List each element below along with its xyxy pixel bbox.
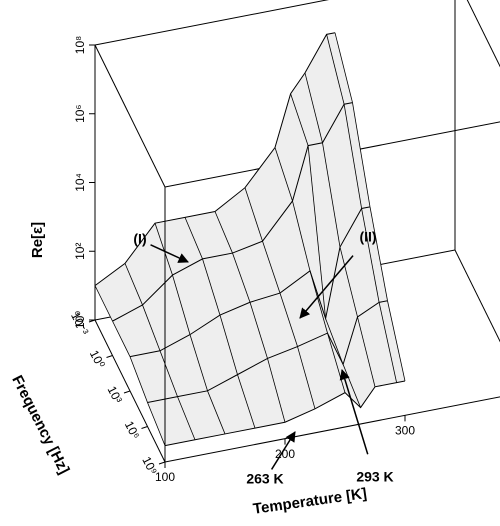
surface-row-line bbox=[112, 102, 353, 322]
box-edge bbox=[466, 0, 500, 68]
surface-column-line bbox=[94, 285, 113, 322]
surface-row-line bbox=[129, 206, 371, 358]
surface-column-line bbox=[237, 374, 256, 429]
surface-column-line bbox=[202, 258, 221, 316]
surface-column-line bbox=[124, 263, 143, 306]
y-tick bbox=[141, 426, 148, 429]
surface-column-line bbox=[326, 34, 345, 105]
surface-column-line bbox=[172, 274, 191, 335]
box-edge bbox=[454, 249, 500, 343]
surface-column-line bbox=[352, 102, 371, 207]
surface-column-line bbox=[244, 187, 263, 242]
annotation-arrow bbox=[339, 368, 369, 455]
surface-column-line bbox=[147, 402, 166, 446]
y-tick-label: 10⁰ bbox=[87, 348, 108, 371]
z-axis-title: Re[ε] bbox=[29, 222, 46, 258]
surface-row-line bbox=[94, 32, 336, 287]
surface-column-line bbox=[334, 32, 353, 103]
y-tick bbox=[88, 319, 96, 323]
annotation: (I) bbox=[133, 231, 146, 247]
x-tick-label: 200 bbox=[275, 447, 295, 461]
surface-column-line bbox=[219, 314, 238, 375]
z-tick-label: 10⁶ bbox=[73, 105, 87, 123]
x-tick-label: 300 bbox=[395, 424, 415, 438]
surface-column-line bbox=[290, 93, 309, 146]
surface-column-line bbox=[262, 241, 281, 294]
surface-column-line bbox=[304, 72, 323, 143]
surface-column-line bbox=[361, 208, 380, 303]
surface-column-line bbox=[232, 252, 251, 303]
box-edge bbox=[94, 0, 330, 46]
surface-column-line bbox=[189, 334, 208, 391]
surface-strip bbox=[112, 102, 370, 357]
surface-row-line bbox=[164, 380, 406, 447]
box-edge bbox=[94, 44, 166, 188]
surface-row-line bbox=[147, 300, 388, 403]
x-axis-title: Temperature [K] bbox=[252, 485, 368, 518]
surface-column-line bbox=[369, 206, 388, 301]
surface-column-line bbox=[214, 211, 233, 254]
surface-column-line bbox=[378, 302, 397, 383]
y-axis-title: Frequency [Hz] bbox=[8, 373, 72, 477]
annotation-arrow bbox=[270, 431, 296, 470]
annotation: 293 K bbox=[356, 469, 393, 485]
z-tick-label: 10⁴ bbox=[73, 173, 87, 192]
surface-column-line bbox=[267, 358, 286, 423]
z-tick-label: 10⁰ bbox=[73, 311, 87, 329]
surface-column-line bbox=[112, 320, 131, 357]
y-tick-label: 10⁻³ bbox=[68, 310, 91, 337]
y-tick bbox=[158, 461, 166, 465]
annotation: 263 K bbox=[246, 471, 283, 487]
surface-column-line bbox=[184, 217, 203, 260]
surface-column-line bbox=[154, 223, 173, 276]
x-tick-label: 100 bbox=[155, 470, 175, 484]
surface-column-line bbox=[177, 396, 196, 440]
surface-column-line bbox=[357, 316, 376, 387]
surface-column-line bbox=[307, 145, 326, 319]
y-tick bbox=[123, 390, 131, 394]
surface-column-line bbox=[274, 147, 293, 202]
y-tick-label: 10⁶ bbox=[122, 419, 143, 442]
annotation: (II) bbox=[359, 229, 376, 245]
surface-column-line bbox=[339, 246, 358, 318]
surface-column-line bbox=[297, 346, 316, 409]
surface-column-line bbox=[322, 142, 341, 248]
surface-column-line bbox=[249, 302, 268, 359]
box-edge bbox=[164, 396, 500, 463]
annotation-arrow bbox=[299, 255, 354, 319]
surface-column-line bbox=[292, 200, 311, 271]
y-tick bbox=[106, 355, 113, 358]
y-tick-label: 10³ bbox=[105, 384, 125, 406]
surface-column-line bbox=[325, 318, 344, 365]
surface-column-line bbox=[159, 350, 178, 397]
surface-column-line bbox=[142, 304, 161, 351]
surface-column-line bbox=[129, 356, 148, 403]
z-tick-label: 10⁸ bbox=[73, 36, 87, 54]
annotation-arrow bbox=[150, 244, 189, 263]
z-tick-label: 10² bbox=[73, 243, 87, 260]
surface-column-line bbox=[387, 300, 406, 382]
surface-strip bbox=[130, 206, 388, 403]
surface-column-line bbox=[207, 390, 226, 435]
surface-strip bbox=[147, 300, 405, 446]
surface-column-line bbox=[279, 292, 298, 347]
surface-column-line bbox=[327, 332, 346, 393]
surface-column-line bbox=[343, 104, 362, 209]
